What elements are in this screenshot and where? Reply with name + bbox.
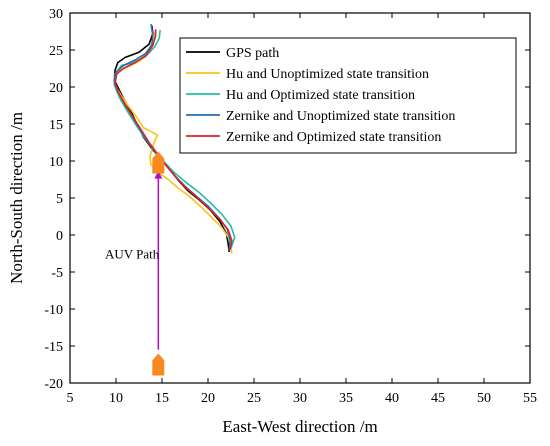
x-tick-label: 20 bbox=[201, 391, 215, 406]
y-tick-label: 0 bbox=[56, 229, 63, 244]
y-tick-label: -10 bbox=[44, 303, 63, 318]
x-tick-label: 55 bbox=[523, 391, 537, 406]
legend-label: Hu and Unoptimized state transition bbox=[226, 67, 429, 82]
x-tick-label: 30 bbox=[293, 391, 307, 406]
series-lines bbox=[113, 23, 236, 254]
annotations: AUV Path bbox=[105, 151, 165, 376]
auv-marker-icon bbox=[152, 353, 165, 376]
x-tick-label: 50 bbox=[477, 391, 491, 406]
x-axis-title: East-West direction /m bbox=[222, 417, 377, 436]
y-tick-label: 15 bbox=[49, 118, 63, 133]
y-tick-label: -15 bbox=[44, 340, 63, 355]
x-tick-label: 25 bbox=[247, 391, 261, 406]
x-tick-label: 5 bbox=[67, 391, 74, 406]
x-tick-label: 35 bbox=[339, 391, 353, 406]
legend-label: Zernike and Unoptimized state transition bbox=[226, 109, 455, 124]
x-tick-label: 40 bbox=[385, 391, 399, 406]
y-tick-label: 10 bbox=[49, 155, 63, 170]
auv-path-arrowhead bbox=[154, 170, 163, 179]
series-line-5 bbox=[114, 29, 233, 250]
axis-ticks: 5 10 15 20 25 30 35 40 45 50 55 -20 -15 -10 -5 0 5 10 15 20… bbox=[44, 7, 537, 406]
y-tick-label: -20 bbox=[44, 377, 63, 392]
auv-marker-icon bbox=[152, 151, 165, 174]
y-tick-label: -5 bbox=[51, 266, 63, 281]
x-tick-label: 10 bbox=[109, 391, 123, 406]
y-axis-title: North-South direction /m bbox=[7, 112, 26, 284]
x-tick-label: 15 bbox=[155, 391, 169, 406]
y-tick-label: 5 bbox=[56, 192, 63, 207]
y-tick-label: 30 bbox=[49, 7, 63, 22]
x-tick-label: 45 bbox=[431, 391, 445, 406]
y-tick-label: 25 bbox=[49, 44, 63, 59]
legend-label: GPS path bbox=[226, 46, 279, 61]
legend-label: Zernike and Optimized state transition bbox=[226, 130, 441, 145]
legend: GPS path Hu and Unoptimized state transit… bbox=[179, 37, 517, 154]
legend-box bbox=[179, 37, 517, 154]
auv-path-label: AUV Path bbox=[105, 247, 160, 262]
legend-label: Hu and Optimized state transition bbox=[226, 88, 415, 103]
y-tick-label: 20 bbox=[49, 81, 63, 96]
